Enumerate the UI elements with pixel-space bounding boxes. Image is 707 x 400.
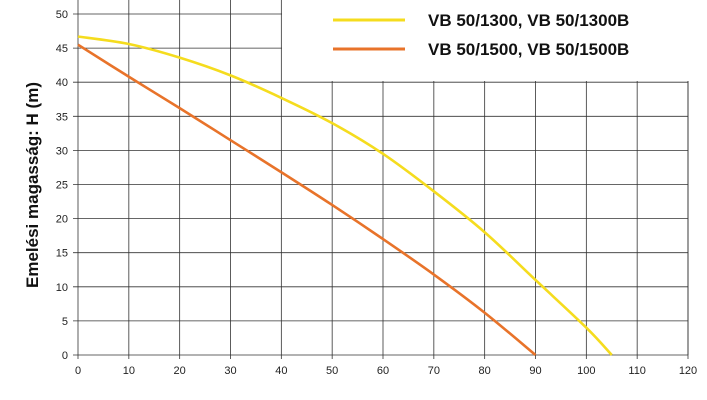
y-tick-label: 0 bbox=[62, 350, 68, 362]
x-tick-label: 100 bbox=[577, 365, 595, 377]
y-tick-label: 10 bbox=[56, 282, 68, 294]
x-tick-label: 110 bbox=[628, 365, 646, 377]
y-tick-label: 50 bbox=[56, 9, 68, 21]
x-tick-label: 20 bbox=[174, 365, 186, 377]
y-tick-label: 25 bbox=[56, 180, 68, 192]
y-tick-label: 15 bbox=[56, 248, 68, 260]
y-tick-label: 45 bbox=[56, 43, 68, 55]
legend-label-1: VB 50/1300, VB 50/1300B bbox=[428, 11, 629, 30]
series-line-1 bbox=[77, 35, 613, 356]
x-tick-label: 90 bbox=[529, 365, 541, 377]
y-tick-label: 35 bbox=[56, 111, 68, 123]
y-tick-label: 5 bbox=[62, 316, 68, 328]
x-tick-label: 60 bbox=[377, 365, 389, 377]
x-tick-label: 70 bbox=[428, 365, 440, 377]
y-axis-label: Emelési magasság: H (m) bbox=[23, 82, 42, 288]
x-tick-label: 0 bbox=[75, 365, 81, 377]
x-tick-label: 40 bbox=[275, 365, 287, 377]
y-tick-label: 40 bbox=[56, 77, 68, 89]
x-tick-label: 10 bbox=[123, 365, 135, 377]
series-group bbox=[77, 35, 613, 356]
x-tick-label: 30 bbox=[224, 365, 236, 377]
x-tick-label: 120 bbox=[679, 365, 697, 377]
legend-box bbox=[282, 0, 689, 81]
x-tick-label: 80 bbox=[479, 365, 491, 377]
y-tick-label: 20 bbox=[56, 214, 68, 226]
series-line-2 bbox=[77, 43, 537, 356]
tick-labels: 0 10 20 30 40 50 60 70 80 90 100 110 120 0 5 10 15 20 25 30… bbox=[56, 9, 697, 377]
legend-label-2: VB 50/1500, VB 50/1500B bbox=[428, 40, 629, 59]
legend: VB 50/1300, VB 50/1300B VB 50/1500, VB 50… bbox=[333, 11, 629, 59]
x-tick-label: 50 bbox=[326, 365, 338, 377]
y-tick-label: 30 bbox=[56, 145, 68, 157]
